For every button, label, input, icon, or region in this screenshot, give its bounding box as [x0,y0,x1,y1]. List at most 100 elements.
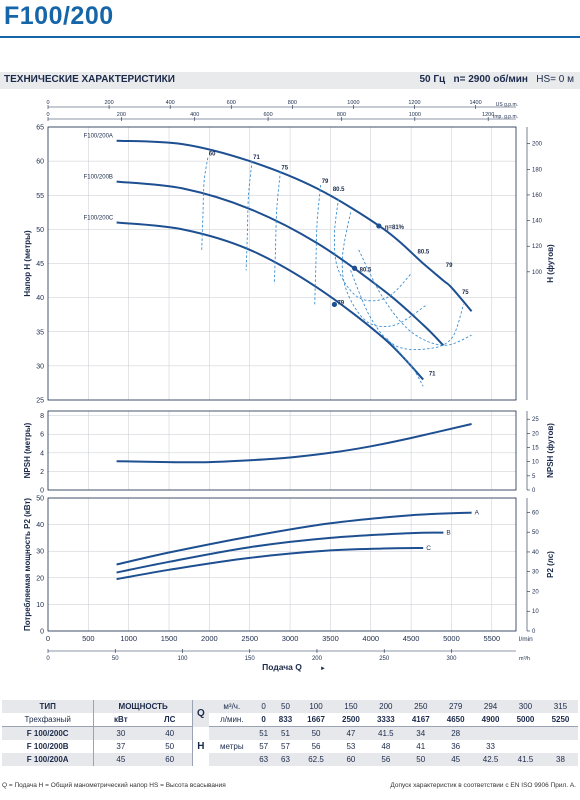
head-y-label: Напор H (метры) [23,230,32,297]
table-row-hp: 50 [165,742,175,751]
head-y-tick-label: 25 [36,398,44,405]
impgpm-tick-label: 400 [190,112,199,118]
efficiency-curve [273,171,281,285]
table-row-kw: 45 [93,753,148,766]
gpm-tick-label: 1000 [347,100,359,106]
phase-header: Трехфазный [2,713,94,727]
head-y-tick-label: 55 [36,193,44,200]
q-lmin-3: 2500 [333,713,369,727]
lmin-tick-label: 1000 [120,634,137,643]
head-panel [47,126,530,401]
efficiency-label: 79 [322,179,329,185]
x-axis-arrow-icon: ► [320,666,326,672]
power-y-tick-label: 30 [36,549,44,556]
frequency-label: 50 Гц [419,74,446,85]
npsh-y-tick-label: 8 [40,413,44,420]
suction-height-label: HS= 0 м [536,74,574,85]
q-unit-lmin: л/мин. [208,713,255,727]
m3h-tick-label: 250 [379,656,390,662]
q-lmin-2: 1667 [298,713,334,727]
table-cell: 56 [311,742,321,751]
table-row-hp: 40 [147,726,193,740]
speed-label: n= 2900 об/мин [453,74,528,85]
q-lmin-8: 5000 [508,713,543,727]
head-y-tick-label: 50 [36,227,44,234]
table-cell: 62.5 [298,753,334,766]
power-y-tick-label: 40 [36,522,44,529]
gpm-tick-label: 1200 [408,100,420,106]
footer-tolerance: Допуск характеристик в соответствии с EN… [390,782,576,789]
power-header: МОЩНОСТЬ [93,700,193,713]
lmin-tick-label: 3500 [322,634,339,643]
head-frame [47,126,517,401]
lmin-tick-label: 5000 [443,634,460,643]
head-y2-tick-label: 100 [532,270,543,276]
power-panel [47,497,530,632]
power-y2-tick-label: 0 [532,629,536,635]
npsh-y-tick-label: 6 [40,432,44,439]
head-y2-tick-label: 160 [532,193,543,199]
efficiency-marker [376,223,382,229]
q-lmin-7: 4900 [473,713,509,727]
footer-legend: Q = Подача H = Общий манометрический нап… [2,782,226,789]
table-cell: 47 [333,726,369,740]
q-m3h-7: 294 [473,700,509,713]
efficiency-label: 80.5 [360,267,372,273]
head-y-tick-label: 60 [36,159,44,166]
lmin-tick-label: 4500 [403,634,420,643]
footer: Q = Подача H = Общий манометрический нап… [2,782,578,789]
q-m3h-4: 200 [368,700,404,713]
npsh-y-tick-label: 2 [40,469,44,476]
table-row-hp: 60 [147,753,193,766]
head-y2-tick-label: 140 [532,219,543,225]
q-unit-m3h: м³/ч. [208,700,255,713]
kw-header: кВт [93,713,148,727]
operating-conditions: 50 Гц n= 2900 об/мин HS= 0 м [419,74,574,85]
gpm-unit-label: US g.p.m. [496,102,518,108]
performance-table: ТИП МОЩНОСТЬ Q м³/ч. 0 50 100 150 200 25… [2,700,578,766]
table-row-kw: 30 [93,726,148,740]
gpm-tick-label: 400 [166,100,175,106]
q-m3h-1: 50 [272,700,299,713]
m3h-tick-label: 100 [177,656,188,662]
head-y2-label: H (футов) [546,244,555,283]
hp-header: ЛС [147,713,193,727]
power-y2-label: P2 (лс) [546,551,555,578]
page-title: F100/200 [4,2,114,30]
npsh-frame [47,410,517,491]
title-divider [0,36,580,38]
efficiency-label: 75 [462,290,469,296]
npsh-y-tick-label: 4 [40,450,44,457]
power-y-tick-label: 20 [36,575,44,582]
lmin-tick-label: 0 [46,634,50,643]
lmin-tick-label: 3000 [282,634,299,643]
table-cell: 48 [381,742,391,751]
power-series-label: B [446,530,450,537]
h-header: H [191,726,209,766]
npsh-y-tick-label: 0 [40,488,44,495]
npsh-y2-tick-label: 10 [532,460,539,466]
npsh-y2-tick-label: 15 [532,446,539,452]
table-cell: 56 [368,753,404,766]
efficiency-marker [352,265,358,271]
table-cell: 50 [403,753,439,766]
npsh-y2-label: NPSH (футов) [546,423,555,478]
lmin-tick-label: 5500 [483,634,500,643]
table-cell: 42.5 [473,753,509,766]
lmin-unit-label: l/min [519,636,533,643]
gpm-tick-label: 200 [104,100,113,106]
impgpm-tick-label: 0 [46,112,49,118]
power-y2-tick-label: 30 [532,570,539,576]
header-band [0,72,580,89]
power-y2-tick-label: 10 [532,609,539,615]
m3h-tick-label: 0 [46,656,50,662]
table-cell: 50 [298,726,334,740]
table-cell: 41.5 [508,753,543,766]
efficiency-curve [245,161,253,271]
table-cell: 41 [416,742,426,751]
q-m3h-2: 100 [298,700,334,713]
power-y-tick-label: 10 [36,602,44,609]
efficiency-curve [341,212,428,328]
efficiency-label: 79 [446,263,453,269]
